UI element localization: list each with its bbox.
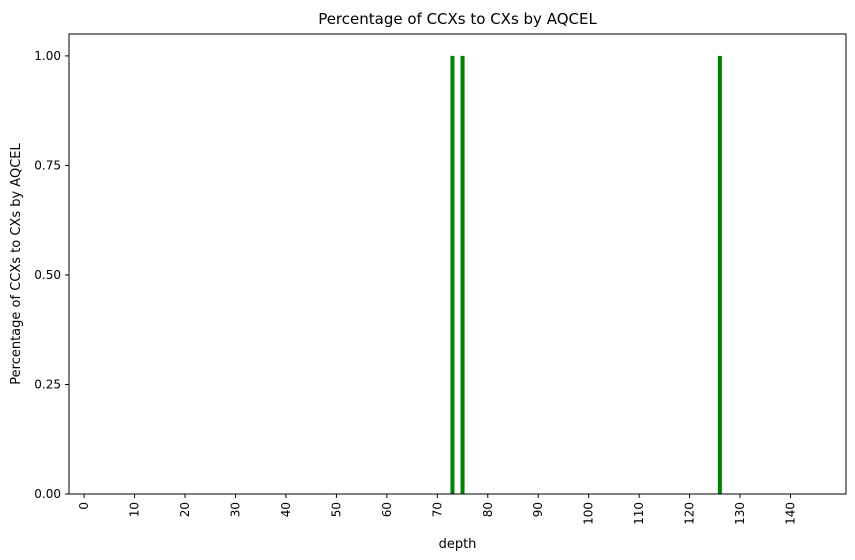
x-tick-label: 0 [77,502,91,510]
x-tick-label: 110 [632,502,646,525]
bar-depth-75 [460,55,465,495]
y-tick-label: 1.00 [34,49,61,63]
x-tick-label: 20 [178,502,192,517]
x-tick-label: 70 [430,502,444,517]
y-tick-label: 0.50 [34,268,61,282]
plot-frame [68,33,847,495]
bar-depth-126 [717,55,722,495]
y-tick-label: 0.75 [34,158,61,172]
x-tick-label: 40 [279,502,293,517]
x-axis-title: depth [439,537,477,552]
x-tick-label: 50 [329,502,343,517]
x-tick-label: 140 [784,502,798,525]
x-tick-label: 30 [229,502,243,517]
bars-group [450,55,722,495]
x-tick-label: 130 [733,502,747,525]
x-tick-label: 100 [582,502,596,525]
y-tick-label: 0.25 [34,377,61,391]
x-tick-label: 60 [380,502,394,517]
bar-depth-73 [450,55,455,495]
y-tick-label: 0.00 [34,487,61,501]
x-tick-label: 90 [531,502,545,517]
y-axis-title: Percentage of CCXs to CXs by AQCEL [9,143,24,385]
chart-title: Percentage of CCXs to CXs by AQCEL [318,10,597,28]
x-tick-label: 80 [481,502,495,517]
x-axis-ticks: 0 10 20 30 40 50 60 70 80 90 100 110 120 130 140 [77,494,798,525]
x-tick-label: 120 [683,502,697,525]
x-tick-label: 10 [128,502,142,517]
y-axis-ticks: 0.00 0.25 0.50 0.75 1.00 [34,49,69,501]
